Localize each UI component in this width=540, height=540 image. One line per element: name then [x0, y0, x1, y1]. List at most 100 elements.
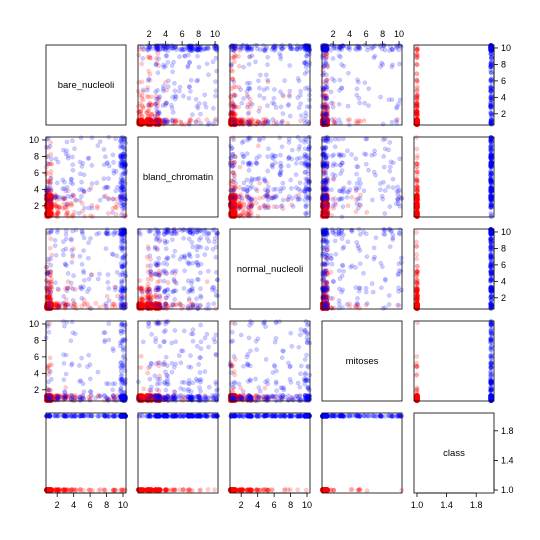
point	[323, 111, 329, 117]
point	[244, 119, 250, 125]
point	[298, 88, 303, 94]
point	[296, 146, 302, 152]
point	[212, 46, 218, 52]
point	[288, 186, 294, 191]
point	[336, 117, 342, 123]
point	[393, 118, 399, 123]
point	[155, 119, 161, 125]
point	[270, 100, 275, 106]
point	[213, 79, 218, 84]
point	[44, 136, 50, 142]
point	[139, 95, 145, 101]
point	[138, 119, 144, 125]
point	[204, 61, 210, 67]
point	[148, 122, 154, 127]
point	[166, 78, 171, 84]
point	[193, 96, 199, 102]
point	[238, 119, 244, 125]
point	[140, 119, 146, 125]
point	[144, 117, 150, 123]
point	[172, 80, 177, 86]
point	[155, 117, 160, 122]
point	[73, 197, 78, 203]
point	[355, 77, 360, 83]
point	[147, 121, 153, 126]
point	[213, 88, 219, 94]
point	[325, 211, 330, 217]
point	[140, 97, 146, 103]
point	[231, 170, 237, 176]
point	[111, 160, 116, 165]
point	[340, 204, 346, 210]
point	[354, 180, 360, 186]
point	[302, 60, 308, 66]
point	[140, 119, 145, 125]
point	[337, 152, 342, 158]
point	[231, 177, 237, 182]
point	[330, 104, 336, 110]
point	[340, 136, 346, 142]
point	[119, 137, 124, 142]
point	[233, 180, 238, 186]
point	[346, 70, 351, 76]
point	[156, 117, 162, 123]
point	[322, 63, 327, 69]
point	[261, 202, 267, 208]
point	[140, 119, 146, 125]
point	[188, 89, 193, 94]
point	[153, 121, 158, 126]
point	[181, 93, 186, 99]
point	[344, 194, 350, 200]
point	[297, 155, 303, 161]
point	[94, 180, 100, 186]
point	[110, 152, 116, 158]
point	[156, 63, 161, 68]
point	[287, 94, 292, 99]
point	[324, 181, 330, 186]
point	[122, 181, 128, 186]
point	[303, 113, 309, 119]
point	[113, 204, 118, 210]
point	[54, 204, 59, 209]
point	[156, 122, 162, 127]
point	[304, 53, 309, 59]
point	[265, 54, 271, 60]
point	[382, 188, 388, 193]
point	[70, 192, 75, 198]
point	[325, 201, 330, 207]
point	[279, 203, 285, 208]
point	[306, 178, 312, 184]
point	[144, 119, 150, 125]
point	[165, 84, 171, 89]
point	[322, 187, 328, 193]
point	[394, 105, 399, 111]
point	[239, 195, 245, 201]
point	[210, 121, 216, 127]
point	[253, 200, 259, 206]
point	[277, 135, 283, 141]
point	[286, 140, 292, 145]
point	[298, 101, 303, 107]
point	[239, 100, 245, 106]
point	[378, 64, 383, 70]
point	[414, 71, 420, 77]
point	[355, 164, 361, 170]
panel-points-bare_nucleoli-vs-bland_chromatin	[135, 42, 220, 128]
point	[106, 196, 111, 202]
point	[296, 186, 301, 192]
point	[177, 88, 182, 94]
point	[173, 118, 179, 123]
point	[161, 88, 166, 94]
point	[119, 153, 124, 159]
point	[245, 94, 251, 100]
point	[236, 63, 242, 69]
point	[120, 187, 126, 193]
point	[396, 201, 401, 207]
point	[333, 120, 339, 126]
point	[295, 196, 301, 202]
point	[118, 163, 124, 168]
point	[182, 122, 188, 127]
point	[397, 97, 403, 103]
point	[196, 101, 202, 106]
point	[394, 43, 400, 49]
